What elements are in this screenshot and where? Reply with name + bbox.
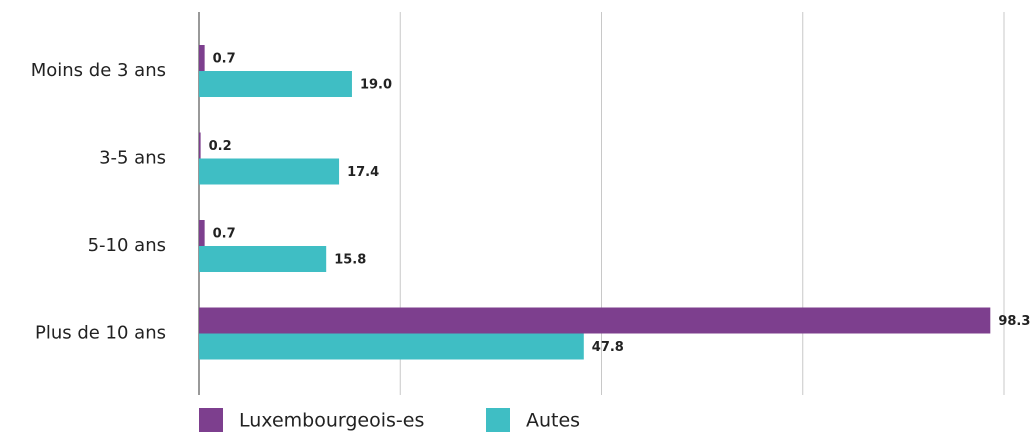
bar (199, 71, 352, 97)
y-tick-label: Plus de 10 ans (35, 323, 166, 344)
data-label: 0.7 (213, 227, 236, 242)
legend-label: Autes (526, 410, 580, 432)
bar (199, 220, 205, 246)
bar (199, 158, 340, 185)
data-label: 0.7 (213, 52, 236, 67)
bar (199, 333, 584, 360)
data-label: 19.0 (360, 78, 392, 93)
data-label: 17.4 (347, 165, 379, 180)
legend-label: Luxembourgeois-es (239, 410, 424, 432)
bar (199, 132, 201, 159)
bar (199, 246, 327, 272)
y-tick-label: 3-5 ans (99, 148, 166, 169)
data-label: 47.8 (592, 340, 624, 355)
data-label: 98.3 (998, 314, 1030, 329)
bar (199, 45, 205, 71)
legend-swatch (486, 408, 510, 432)
y-tick-label: Moins de 3 ans (31, 60, 166, 81)
bar (199, 307, 991, 334)
data-label: 0.2 (209, 139, 232, 154)
y-tick-label: 5-10 ans (88, 235, 166, 256)
data-label: 15.8 (334, 253, 366, 268)
legend-swatch (199, 408, 223, 432)
